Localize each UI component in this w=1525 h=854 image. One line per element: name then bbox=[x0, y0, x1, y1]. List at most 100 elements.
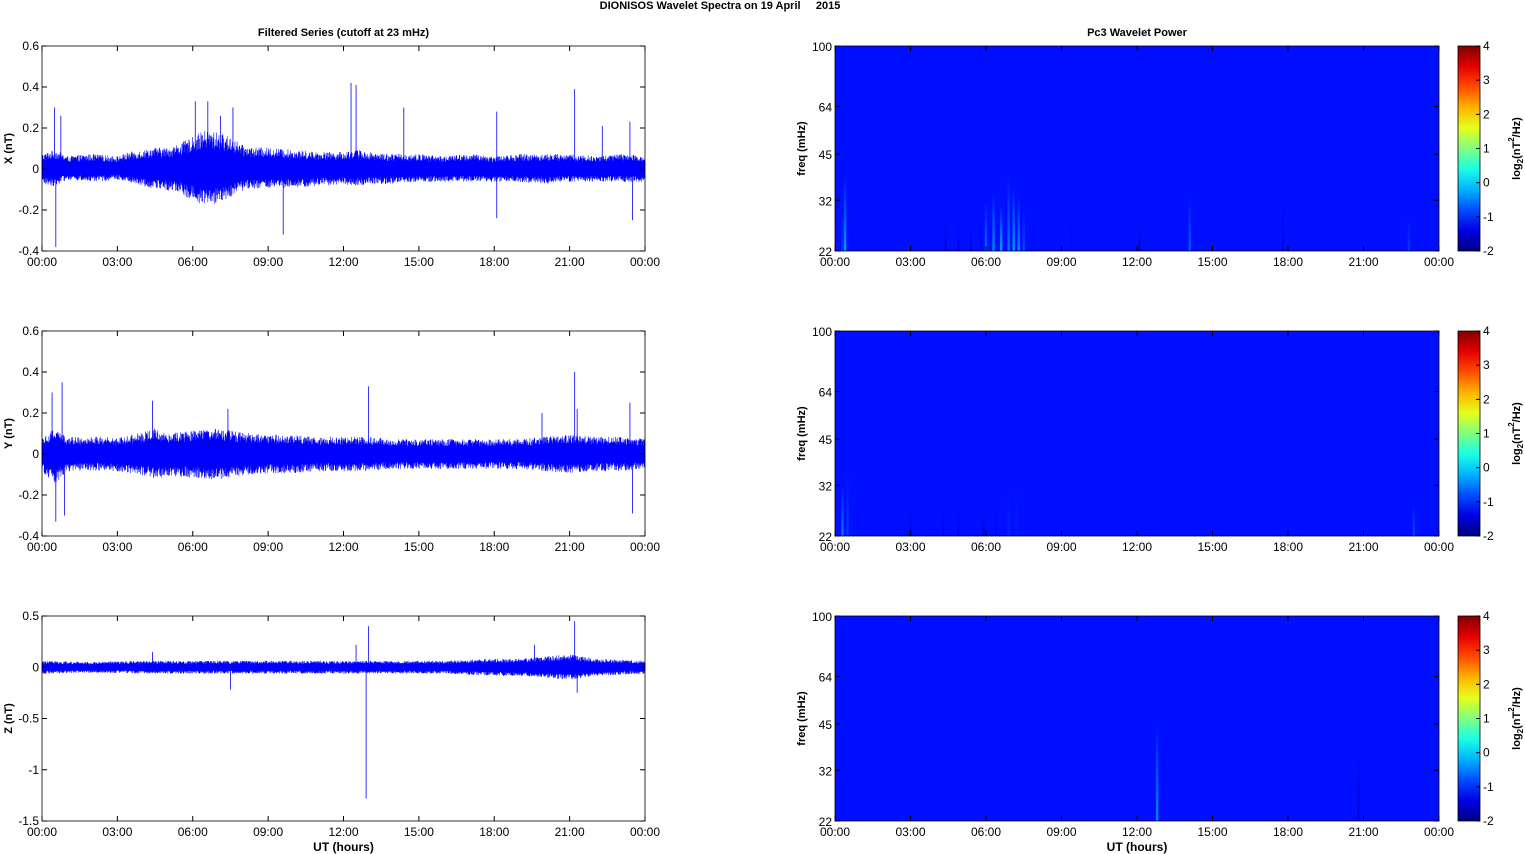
x-tick-label: 09:00 bbox=[1046, 825, 1076, 839]
x-tick-label: 00:00 bbox=[630, 540, 660, 554]
x-tick-label: 00:00 bbox=[630, 825, 660, 839]
power-feature bbox=[1357, 747, 1360, 821]
x-tick-label: 06:00 bbox=[178, 825, 208, 839]
time-series-panel: -0.4 -0.2 0 0.2 0.4 0.6 00:00 03:00 06:00 09:00 12… bbox=[3, 324, 660, 554]
colorbar-tick-label: 0 bbox=[1483, 461, 1490, 475]
colorbar-label-part: 2 bbox=[1507, 707, 1516, 712]
colorbar-label-part: 2 bbox=[1516, 728, 1525, 733]
x-tick-label: 00:00 bbox=[630, 255, 660, 269]
y-tick-label: 100 bbox=[812, 610, 832, 624]
power-feature bbox=[957, 508, 960, 536]
colorbar-tick-label: 4 bbox=[1483, 39, 1490, 53]
colorbar-label: log2(nT2/Hz) bbox=[1507, 117, 1525, 180]
y-tick-label: 0.2 bbox=[22, 406, 39, 420]
power-feature bbox=[1012, 188, 1015, 251]
y-axis-label: freq (mHz) bbox=[796, 406, 808, 461]
colorbar-tick-label: 3 bbox=[1483, 358, 1490, 372]
x-tick-label: 09:00 bbox=[1046, 540, 1076, 554]
colorbar-label-part: 2 bbox=[1516, 443, 1525, 448]
y-tick-label: 100 bbox=[812, 325, 832, 339]
power-feature bbox=[846, 473, 849, 536]
panel-title: Pc3 Wavelet Power bbox=[1087, 27, 1188, 39]
x-tick-label: 12:00 bbox=[328, 825, 358, 839]
y-tick-label: -1 bbox=[28, 763, 39, 777]
heatmap-background bbox=[835, 616, 1439, 821]
y-tick-label: 0.2 bbox=[22, 121, 39, 135]
colorbar-label: log2(nT2/Hz) bbox=[1507, 402, 1525, 465]
y-tick-label: -1.5 bbox=[18, 814, 39, 828]
colorbar-tick-label: 1 bbox=[1483, 712, 1490, 726]
x-tick-label: 15:00 bbox=[404, 540, 434, 554]
power-feature bbox=[1407, 218, 1410, 251]
x-tick-label: 12:00 bbox=[1122, 540, 1152, 554]
colorbar-tick-label: -1 bbox=[1483, 780, 1494, 794]
colorbar-tick-label: 3 bbox=[1483, 73, 1490, 87]
y-tick-label: 100 bbox=[812, 40, 832, 54]
x-tick-label: 21:00 bbox=[555, 255, 585, 269]
y-axis-label: Y (nT) bbox=[3, 418, 15, 449]
x-tick-label: 06:00 bbox=[971, 255, 1001, 269]
y-tick-label: -0.4 bbox=[18, 529, 39, 543]
y-tick-label: 0.4 bbox=[22, 80, 39, 94]
colorbar-label: log2(nT2/Hz) bbox=[1507, 687, 1525, 750]
heatmap-background bbox=[835, 46, 1439, 251]
colorbar-tick-label: -2 bbox=[1483, 529, 1494, 543]
y-tick-label: 64 bbox=[819, 385, 833, 399]
colorbar-tick-label: 3 bbox=[1483, 643, 1490, 657]
power-feature bbox=[1412, 503, 1416, 536]
colorbar-tick-label: 1 bbox=[1483, 142, 1490, 156]
x-tick-label: 15:00 bbox=[404, 825, 434, 839]
y-tick-label: -0.2 bbox=[18, 488, 39, 502]
colorbar-tick-label: -1 bbox=[1483, 210, 1494, 224]
colorbar-label-part: log bbox=[1511, 448, 1523, 465]
y-tick-label: 32 bbox=[819, 764, 833, 778]
signal-trace bbox=[41, 130, 646, 204]
x-tick-label: 21:00 bbox=[555, 825, 585, 839]
y-tick-label: 0.4 bbox=[22, 365, 39, 379]
x-tick-label: 00:00 bbox=[27, 255, 57, 269]
power-feature bbox=[982, 513, 985, 536]
colorbar-label-part: log bbox=[1511, 733, 1523, 750]
power-feature bbox=[1022, 209, 1025, 251]
y-tick-label: -0.5 bbox=[18, 712, 39, 726]
x-tick-label: 03:00 bbox=[895, 540, 925, 554]
colorbar-tick-label: 4 bbox=[1483, 609, 1490, 623]
power-feature bbox=[1281, 200, 1285, 251]
power-feature bbox=[909, 513, 912, 536]
heatmap-background bbox=[835, 331, 1439, 536]
power-feature bbox=[1007, 177, 1010, 251]
y-tick-label: -0.2 bbox=[18, 203, 39, 217]
x-tick-label: 12:00 bbox=[328, 540, 358, 554]
colorbar-label-part: 2 bbox=[1516, 158, 1525, 163]
x-tick-label: 00:00 bbox=[820, 540, 850, 554]
y-tick-label: 64 bbox=[819, 100, 833, 114]
power-feature bbox=[843, 177, 847, 251]
colorbar-label-part: /Hz) bbox=[1511, 402, 1523, 423]
x-tick-label: 00:00 bbox=[1424, 540, 1454, 554]
y-axis-label: X (nT) bbox=[3, 133, 15, 164]
y-tick-label: 32 bbox=[819, 194, 833, 208]
power-feature bbox=[841, 209, 844, 251]
x-tick-label: 21:00 bbox=[1348, 540, 1378, 554]
x-tick-label: 06:00 bbox=[971, 540, 1001, 554]
x-tick-label: 18:00 bbox=[1273, 255, 1303, 269]
y-tick-label: 45 bbox=[819, 433, 833, 447]
x-tick-label: 12:00 bbox=[1122, 255, 1152, 269]
y-tick-label: 32 bbox=[819, 479, 833, 493]
x-tick-label: 18:00 bbox=[479, 825, 509, 839]
y-tick-label: 0 bbox=[32, 447, 39, 461]
y-tick-label: 45 bbox=[819, 718, 833, 732]
colorbar-tick-label: 2 bbox=[1483, 677, 1490, 691]
x-tick-label: 00:00 bbox=[27, 825, 57, 839]
x-tick-label: 09:00 bbox=[1046, 255, 1076, 269]
x-tick-label: 00:00 bbox=[27, 540, 57, 554]
plot-area bbox=[42, 331, 645, 536]
y-tick-label: 0 bbox=[32, 162, 39, 176]
colorbar-label-part: 2 bbox=[1507, 422, 1516, 427]
x-tick-label: 15:00 bbox=[1197, 540, 1227, 554]
power-feature bbox=[1017, 196, 1020, 251]
x-tick-label: 18:00 bbox=[479, 540, 509, 554]
time-series-panel: -0.4 -0.2 0 0.2 0.4 0.6 00:00 03:00 06:00 09:00 12… bbox=[3, 27, 660, 269]
